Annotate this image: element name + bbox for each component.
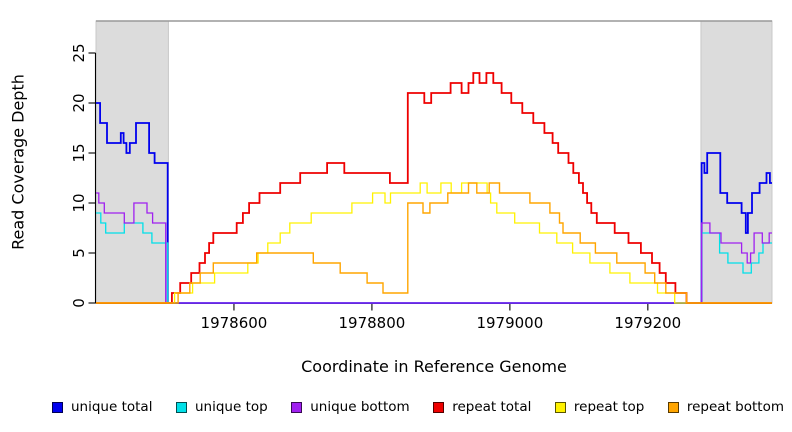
legend: unique total unique top unique bottom re… <box>52 399 784 415</box>
y-tick-label: 0 <box>70 298 88 308</box>
y-tick-label: 5 <box>70 248 88 258</box>
legend-item-repeat-bottom: repeat bottom <box>667 399 784 415</box>
x-tick-label: 1978600 <box>201 314 268 332</box>
masked-region-band <box>95 20 169 304</box>
legend-label: repeat total <box>452 399 532 415</box>
y-tick-label: 10 <box>70 193 88 212</box>
repeat-bottom-swatch-icon <box>667 401 679 413</box>
series-unique-bottom-line <box>96 192 772 304</box>
series-unique-top-line <box>96 212 772 304</box>
legend-item-repeat-top: repeat top <box>554 399 645 415</box>
legend-item-repeat-total: repeat total <box>433 399 531 415</box>
x-tick-label: 1979200 <box>614 314 681 332</box>
repeat-top-swatch-icon <box>554 401 566 413</box>
x-tick-label: 1978800 <box>339 314 406 332</box>
y-tick-label: 20 <box>70 93 88 112</box>
x-axis-title: Coordinate in Reference Genome <box>301 357 567 376</box>
legend-label: unique bottom <box>310 399 410 415</box>
legend-item-unique-total: unique total <box>52 399 152 415</box>
y-tick-label: 25 <box>70 43 88 62</box>
y-tick-label: 15 <box>70 143 88 162</box>
plot-area: 1978600 1978800 1979000 1979200 0 5 10 15 20 25 <box>70 20 773 332</box>
x-tick-label: 1979000 <box>476 314 543 332</box>
series-repeat-top-line <box>96 182 772 304</box>
unique-top-swatch-icon <box>176 401 187 413</box>
legend-item-unique-top: unique top <box>176 399 268 415</box>
repeat-total-swatch-icon <box>433 401 445 413</box>
y-axis-title: Read Coverage Depth <box>8 74 28 250</box>
masked-region-band <box>700 20 773 304</box>
legend-label: repeat top <box>573 399 645 415</box>
series-repeat-bottom-line <box>96 182 772 304</box>
legend-label: unique top <box>195 399 268 415</box>
legend-item-unique-bottom: unique bottom <box>291 399 410 415</box>
legend-label: unique total <box>71 399 153 415</box>
unique-bottom-swatch-icon <box>291 401 303 413</box>
unique-total-swatch-icon <box>52 401 63 413</box>
legend-label: repeat bottom <box>686 399 784 415</box>
series-repeat-total-line <box>96 72 772 304</box>
series-unique-total-line <box>96 102 772 304</box>
